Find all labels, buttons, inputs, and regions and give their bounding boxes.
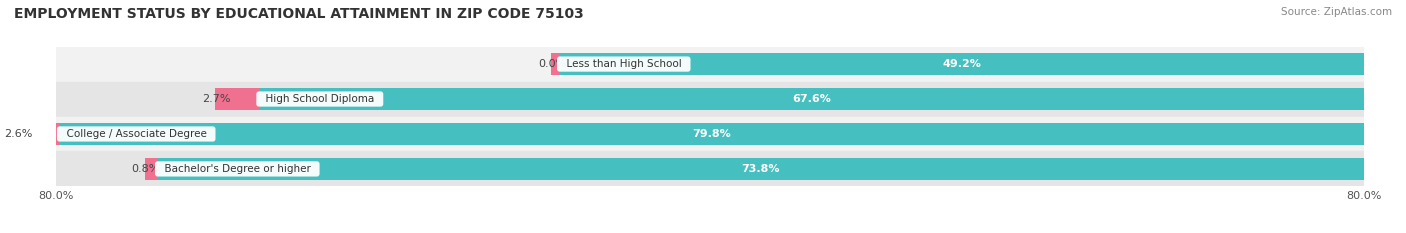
Bar <box>560 53 1364 75</box>
Text: 0.0%: 0.0% <box>538 59 567 69</box>
Bar <box>551 53 560 75</box>
Text: High School Diploma: High School Diploma <box>259 94 381 104</box>
Bar <box>56 82 1364 116</box>
Text: 73.8%: 73.8% <box>741 164 780 174</box>
Text: College / Associate Degree: College / Associate Degree <box>59 129 212 139</box>
Text: 49.2%: 49.2% <box>942 59 981 69</box>
Text: 79.8%: 79.8% <box>692 129 731 139</box>
Text: Source: ZipAtlas.com: Source: ZipAtlas.com <box>1281 7 1392 17</box>
Text: 2.7%: 2.7% <box>201 94 231 104</box>
Text: 2.6%: 2.6% <box>4 129 32 139</box>
Text: Bachelor's Degree or higher: Bachelor's Degree or higher <box>157 164 316 174</box>
Bar <box>157 158 1364 180</box>
Text: 67.6%: 67.6% <box>792 94 831 104</box>
Text: EMPLOYMENT STATUS BY EDUCATIONAL ATTAINMENT IN ZIP CODE 75103: EMPLOYMENT STATUS BY EDUCATIONAL ATTAINM… <box>14 7 583 21</box>
Bar <box>215 88 259 110</box>
Text: 0.8%: 0.8% <box>131 164 160 174</box>
Bar <box>56 116 1364 151</box>
Bar <box>56 151 1364 186</box>
Bar <box>56 47 1364 82</box>
Bar <box>17 123 59 145</box>
Text: Less than High School: Less than High School <box>560 59 688 69</box>
Bar <box>145 158 157 180</box>
Bar <box>259 88 1364 110</box>
Bar <box>59 123 1364 145</box>
